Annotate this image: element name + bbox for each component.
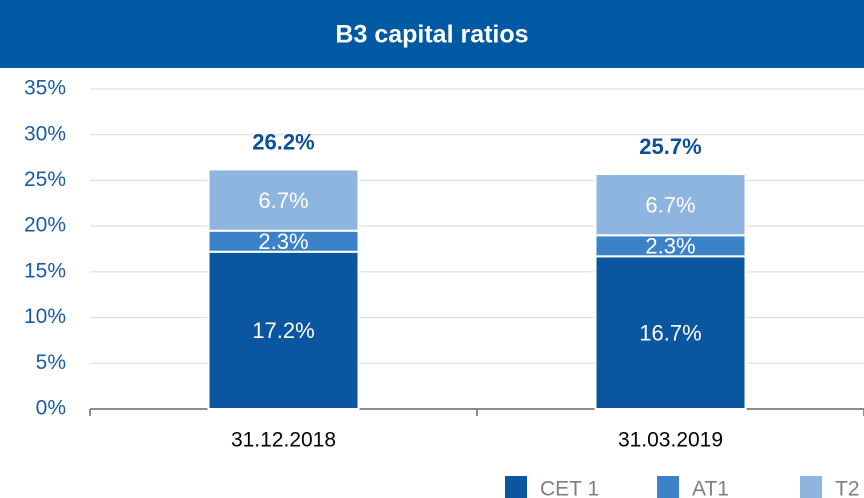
y-tick-label: 5% (36, 351, 66, 374)
value-label: 6.7% (258, 188, 308, 213)
bar-segment (594, 255, 747, 411)
bar-segment (207, 168, 360, 232)
legend-label: CET 1 (540, 478, 599, 498)
y-tick-label: 30% (24, 122, 66, 145)
value-label: 17.2% (252, 318, 314, 343)
total-label: 26.2% (252, 129, 314, 154)
y-tick-label: 25% (24, 168, 66, 191)
value-label: 2.3% (645, 234, 695, 259)
x-tick-label: 31.12.2018 (231, 429, 336, 452)
legend-label: T2 (835, 478, 860, 498)
legend-swatch (800, 476, 822, 498)
x-tick-label: 31.03.2019 (618, 429, 723, 452)
y-tick-label: 15% (24, 259, 66, 282)
value-label: 2.3% (258, 229, 308, 254)
y-tick-label: 0% (36, 397, 66, 420)
total-label: 25.7% (639, 134, 701, 159)
value-label: 6.7% (645, 192, 695, 217)
title-banner (0, 0, 864, 68)
bar-segment (594, 173, 747, 237)
y-tick-label: 20% (24, 214, 66, 237)
legend-label: AT1 (692, 478, 729, 498)
legend-swatch (505, 476, 527, 498)
legend-swatch (657, 476, 679, 498)
y-tick-label: 35% (24, 77, 66, 100)
value-label: 16.7% (639, 320, 701, 345)
y-tick-label: 10% (24, 305, 66, 328)
bar-segment (207, 250, 360, 410)
chart-title: B3 capital ratios (335, 21, 528, 49)
